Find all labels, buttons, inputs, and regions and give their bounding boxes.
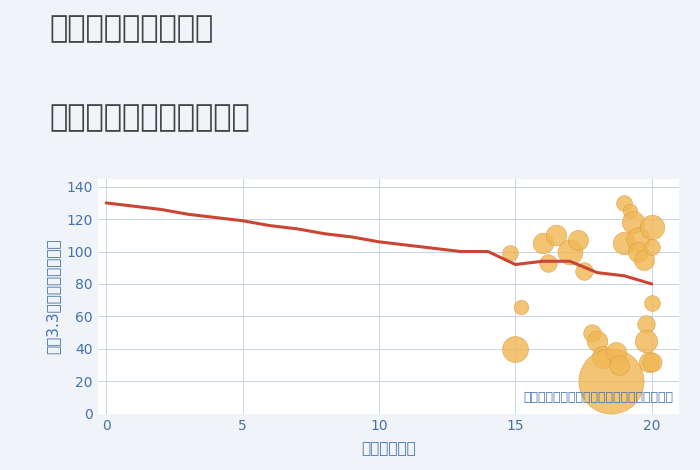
Point xyxy=(542,259,554,266)
Point xyxy=(613,361,624,369)
Point xyxy=(504,250,515,257)
Point xyxy=(515,303,526,310)
X-axis label: 駅距離（分）: 駅距離（分） xyxy=(361,441,416,456)
Point xyxy=(643,358,655,366)
Point xyxy=(610,348,622,356)
Point xyxy=(578,267,589,275)
Point xyxy=(606,377,617,385)
Point xyxy=(646,300,657,307)
Point xyxy=(640,337,652,345)
Point xyxy=(633,235,644,243)
Text: 駅距離別中古戸建て価格: 駅距離別中古戸建て価格 xyxy=(49,103,250,133)
Point xyxy=(624,207,636,215)
Y-axis label: 平（3.3㎡）単価（万円）: 平（3.3㎡）単価（万円） xyxy=(46,238,60,354)
Point xyxy=(551,232,562,239)
Point xyxy=(640,321,652,328)
Point xyxy=(633,248,644,255)
Point xyxy=(619,199,630,207)
Point xyxy=(627,219,638,226)
Point xyxy=(592,337,603,345)
Point xyxy=(646,223,657,231)
Point xyxy=(573,236,584,244)
Point xyxy=(586,329,597,337)
Point xyxy=(537,240,548,247)
Point xyxy=(510,345,521,352)
Text: 円の大きさは、取引のあった物件面積を示す: 円の大きさは、取引のあった物件面積を示す xyxy=(523,391,673,404)
Point xyxy=(638,256,649,263)
Point xyxy=(646,243,657,251)
Point xyxy=(646,358,657,366)
Point xyxy=(619,240,630,247)
Point xyxy=(564,248,575,255)
Point xyxy=(597,353,608,360)
Text: 埼玉県越谷市東町の: 埼玉県越谷市東町の xyxy=(49,14,214,43)
